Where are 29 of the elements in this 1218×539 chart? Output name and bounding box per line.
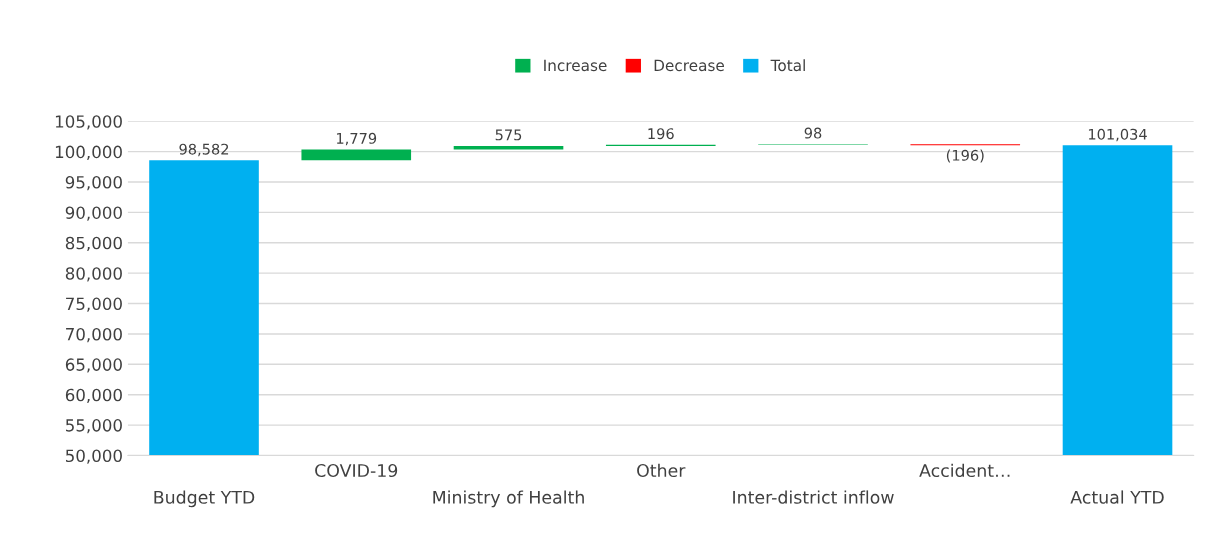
y-tick-label: 80,000 xyxy=(65,267,122,282)
y-tick-label: 55,000 xyxy=(66,419,122,434)
y-tick-label: 60,000 xyxy=(65,388,122,403)
y-tick-label: 95,000 xyxy=(65,176,122,191)
legend-label: Increase xyxy=(544,59,607,72)
y-tick-label: 75,000 xyxy=(66,297,122,312)
data-label: (196) xyxy=(946,149,984,163)
y-tick-label: 105,000 xyxy=(55,115,122,130)
y-tick-label: 85,000 xyxy=(65,236,122,252)
data-label: 1,779 xyxy=(336,132,377,146)
x-tick-label: COVID-19 xyxy=(315,463,398,478)
x-tick-label: Other xyxy=(637,463,686,478)
x-tick-label: Ministry of Health xyxy=(433,490,584,508)
y-tick-label: 65,000 xyxy=(65,358,122,373)
legend-label: Total xyxy=(770,59,805,72)
x-tick-label: Actual YTD xyxy=(1070,490,1164,504)
y-tick-label: 50,000 xyxy=(66,449,122,464)
y-tick-label: 90,000 xyxy=(65,206,122,221)
data-label: 575 xyxy=(495,129,522,141)
x-tick-label: Budget YTD xyxy=(154,490,255,508)
y-tick-label: 100,000 xyxy=(55,145,122,160)
legend-label: Decrease xyxy=(654,59,724,72)
data-label: 98 xyxy=(804,127,822,139)
x-tick-label: Inter-district inflow xyxy=(733,490,894,504)
data-label: 196 xyxy=(648,128,674,140)
x-tick-label: Accident… xyxy=(919,463,1010,478)
data-label: 98,582 xyxy=(179,143,229,157)
y-tick-label: 70,000 xyxy=(66,327,122,343)
data-label: 101,034 xyxy=(1088,128,1147,142)
